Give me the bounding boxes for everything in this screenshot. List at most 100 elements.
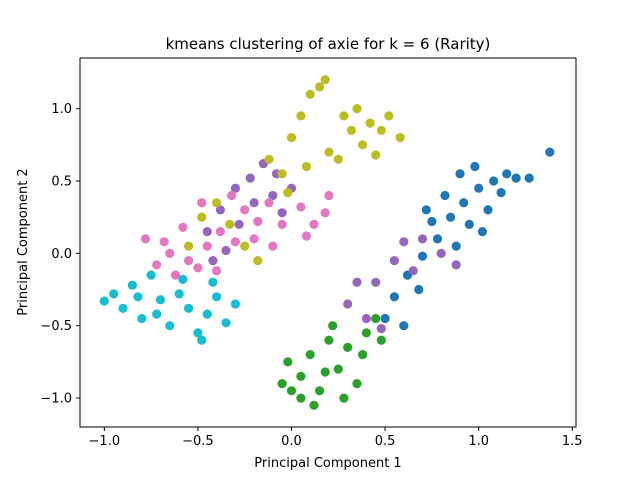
series-3 xyxy=(140,190,334,280)
data-point xyxy=(389,292,399,302)
data-point xyxy=(421,205,431,215)
data-point xyxy=(268,190,278,201)
data-point xyxy=(225,219,235,229)
data-point xyxy=(215,205,225,215)
data-point xyxy=(376,125,386,135)
data-point xyxy=(324,335,334,345)
x-tick-label: −0.5 xyxy=(182,434,214,449)
data-point xyxy=(339,111,349,121)
y-tick-label: −0.5 xyxy=(40,319,72,334)
data-point xyxy=(165,248,175,258)
data-point xyxy=(152,309,162,319)
data-point xyxy=(165,321,175,331)
data-point xyxy=(170,270,181,280)
data-point xyxy=(414,284,424,295)
data-point xyxy=(436,248,446,258)
data-point xyxy=(264,198,274,208)
data-point xyxy=(376,324,386,334)
data-point xyxy=(451,260,461,270)
data-point xyxy=(352,104,362,114)
data-point xyxy=(427,216,437,227)
data-point xyxy=(408,266,418,276)
data-point xyxy=(277,169,287,179)
y-axis-ticks: −1.0 −0.5 0.0 0.5 1.0 xyxy=(40,102,80,407)
data-point xyxy=(440,190,450,201)
data-point xyxy=(184,256,194,266)
data-point xyxy=(127,280,137,290)
data-point xyxy=(446,212,456,222)
data-point xyxy=(384,111,394,121)
data-point xyxy=(352,379,362,389)
data-point xyxy=(286,386,297,396)
data-point xyxy=(140,234,151,244)
data-point xyxy=(502,169,512,179)
data-point xyxy=(417,251,428,261)
data-point xyxy=(174,289,184,299)
data-point xyxy=(309,219,319,229)
data-point xyxy=(202,227,212,237)
data-point xyxy=(264,154,274,164)
data-point xyxy=(324,147,334,157)
series-4 xyxy=(184,75,405,266)
data-point xyxy=(315,82,325,92)
data-point xyxy=(193,328,203,338)
data-point xyxy=(277,208,287,218)
data-point xyxy=(118,303,128,313)
data-point xyxy=(361,313,371,324)
data-point xyxy=(305,89,315,99)
data-point xyxy=(451,241,461,251)
data-point xyxy=(249,234,259,244)
data-point xyxy=(212,266,222,276)
data-point xyxy=(208,256,218,266)
data-point xyxy=(315,386,325,396)
data-point xyxy=(545,147,555,157)
data-point xyxy=(234,219,244,229)
data-point xyxy=(137,313,147,324)
y-axis-label: Principal Component 2 xyxy=(16,168,31,315)
x-axis-ticks: −1.0 −0.5 0.0 0.5 1.0 1.5 xyxy=(89,427,583,449)
data-point xyxy=(489,176,499,186)
data-point xyxy=(283,188,293,198)
data-point xyxy=(524,173,534,183)
data-point xyxy=(371,313,381,324)
data-point xyxy=(253,256,263,266)
data-point xyxy=(178,222,188,232)
data-point xyxy=(197,212,207,222)
data-point xyxy=(133,292,143,302)
data-point xyxy=(178,274,188,284)
x-tick-label: −1.0 xyxy=(89,434,121,449)
data-point xyxy=(376,335,386,345)
data-point xyxy=(277,379,287,389)
data-point xyxy=(320,208,330,218)
data-point xyxy=(296,202,306,212)
data-point xyxy=(286,133,297,143)
data-point xyxy=(477,227,487,237)
data-point xyxy=(358,140,368,150)
data-point xyxy=(371,277,381,287)
data-point xyxy=(380,313,390,324)
data-point xyxy=(296,393,306,403)
data-point xyxy=(358,350,368,360)
data-point xyxy=(339,393,349,403)
data-point xyxy=(240,205,250,215)
data-point xyxy=(320,367,330,377)
data-point xyxy=(371,150,381,160)
data-point xyxy=(343,342,353,352)
x-tick-label: 1.0 xyxy=(468,434,489,449)
y-tick-label: 1.0 xyxy=(51,102,72,117)
data-point xyxy=(483,205,493,215)
data-point xyxy=(511,173,521,183)
data-point xyxy=(343,299,353,309)
data-point xyxy=(253,216,263,227)
data-point xyxy=(268,241,278,251)
data-point xyxy=(221,245,231,256)
data-point xyxy=(184,241,194,251)
data-point xyxy=(202,309,212,319)
data-point xyxy=(240,241,250,251)
data-point xyxy=(230,183,240,193)
data-point xyxy=(212,198,222,208)
y-tick-label: 0.0 xyxy=(51,247,72,262)
data-point xyxy=(283,357,293,367)
data-point xyxy=(455,169,465,179)
